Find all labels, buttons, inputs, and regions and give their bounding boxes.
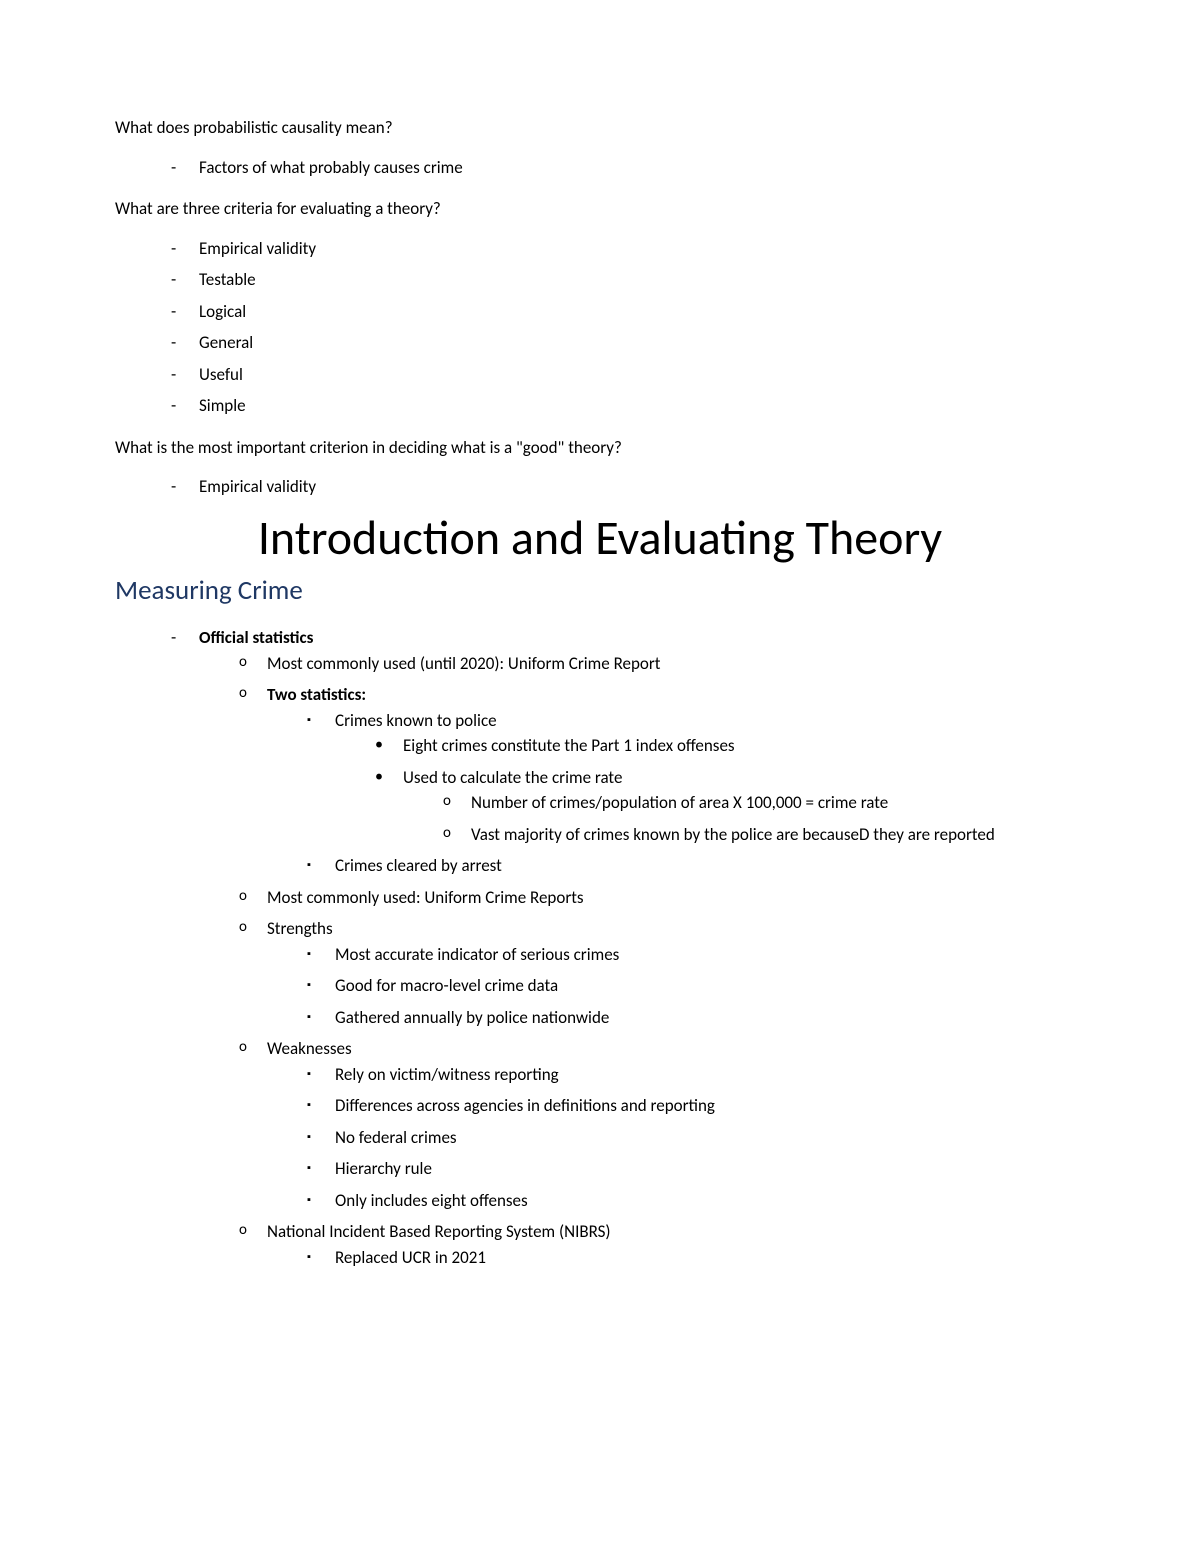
list-item: Used to calculate the crime rate Number … — [375, 765, 1085, 848]
two-statistics-label: Two statistics: — [267, 684, 366, 705]
answer-list-2: Empirical validity Testable Logical Gene… — [115, 236, 1085, 419]
text: Weaknesses — [267, 1038, 352, 1059]
page-title: Introduction and Evaluating Theory — [115, 510, 1085, 565]
list-item: No federal crimes — [307, 1125, 1085, 1151]
list-item: Weaknesses Rely on victim/witness report… — [239, 1036, 1085, 1213]
list-item: Crimes cleared by arrest — [307, 853, 1085, 879]
list-item: Gathered annually by police nationwide — [307, 1005, 1085, 1031]
official-statistics-label: Official statistics — [199, 627, 313, 648]
list-item: Number of crimes/population of area X 10… — [443, 790, 1085, 816]
list-item: Testable — [171, 267, 1085, 293]
list-item: Simple — [171, 393, 1085, 419]
sub-list: Crimes known to police Eight crimes cons… — [267, 708, 1085, 879]
sub-list: Most accurate indicator of serious crime… — [267, 942, 1085, 1031]
list-item: Most commonly used: Uniform Crime Report… — [239, 885, 1085, 911]
sub-list: Number of crimes/population of area X 10… — [403, 790, 1085, 847]
list-item: Official statistics Most commonly used (… — [171, 625, 1085, 1270]
sub-list: Eight crimes constitute the Part 1 index… — [335, 733, 1085, 847]
list-item: Eight crimes constitute the Part 1 index… — [375, 733, 1085, 759]
answer-list-3: Empirical validity — [115, 474, 1085, 500]
list-item: Logical — [171, 299, 1085, 325]
sub-list: Most commonly used (until 2020): Uniform… — [199, 651, 1085, 1271]
list-item: Replaced UCR in 2021 — [307, 1245, 1085, 1271]
text: National Incident Based Reporting System… — [267, 1221, 611, 1242]
answer-list-1: Factors of what probably causes crime — [115, 155, 1085, 181]
text: Crimes known to police — [335, 710, 497, 731]
list-item: Factors of what probably causes crime — [171, 155, 1085, 181]
list-item: Rely on victim/witness reporting — [307, 1062, 1085, 1088]
list-item: Crimes known to police Eight crimes cons… — [307, 708, 1085, 848]
sub-list: Rely on victim/witness reporting Differe… — [267, 1062, 1085, 1214]
list-item: National Incident Based Reporting System… — [239, 1219, 1085, 1270]
text: Strengths — [267, 918, 333, 939]
list-item: Vast majority of crimes known by the pol… — [443, 822, 1085, 848]
sub-list: Replaced UCR in 2021 — [267, 1245, 1085, 1271]
list-item: Differences across agencies in definitio… — [307, 1093, 1085, 1119]
list-item: Empirical validity — [171, 474, 1085, 500]
list-item: Most commonly used (until 2020): Uniform… — [239, 651, 1085, 677]
list-item: Most accurate indicator of serious crime… — [307, 942, 1085, 968]
text: Used to calculate the crime rate — [403, 767, 622, 788]
list-item: Good for macro-level crime data — [307, 973, 1085, 999]
list-item: Only includes eight offenses — [307, 1188, 1085, 1214]
list-item: Hierarchy rule — [307, 1156, 1085, 1182]
list-item: Useful — [171, 362, 1085, 388]
section-heading: Measuring Crime — [115, 571, 1085, 612]
section-root: Official statistics Most commonly used (… — [115, 625, 1085, 1270]
question-2: What are three criteria for evaluating a… — [115, 196, 1085, 222]
list-item: Empirical validity — [171, 236, 1085, 262]
list-item: Strengths Most accurate indicator of ser… — [239, 916, 1085, 1030]
list-item: Two statistics: Crimes known to police E… — [239, 682, 1085, 879]
question-1: What does probabilistic causality mean? — [115, 115, 1085, 141]
question-3: What is the most important criterion in … — [115, 435, 1085, 461]
list-item: General — [171, 330, 1085, 356]
